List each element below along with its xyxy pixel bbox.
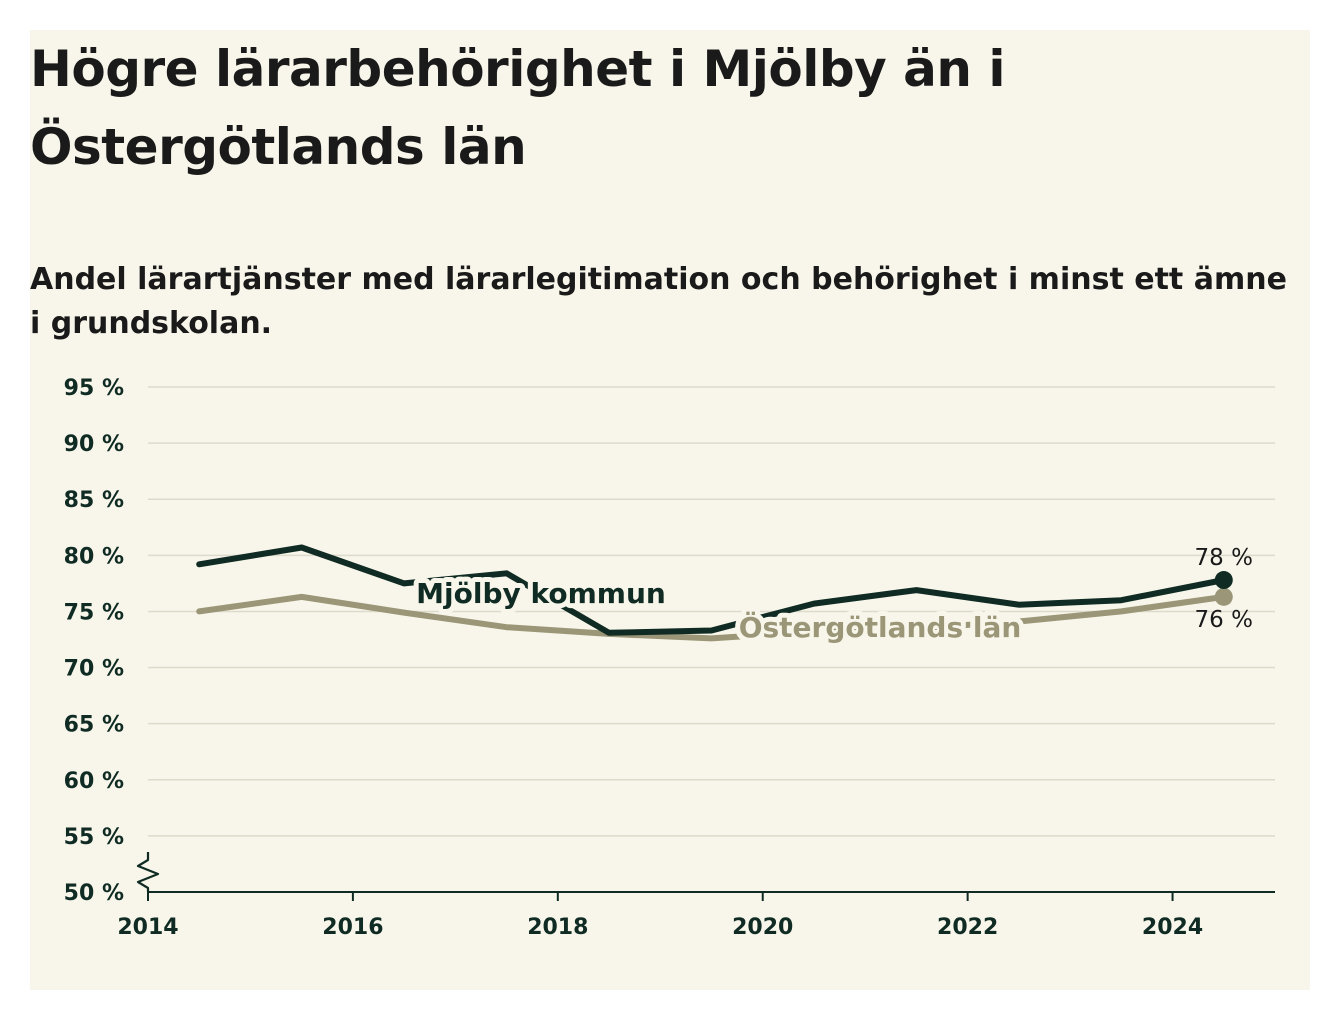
y-tick-label-75: 75 % [64, 600, 124, 625]
axis-break-icon [136, 852, 160, 892]
series-end-point-1 [1214, 587, 1233, 606]
x-tick-label-2024: 2024 [1142, 915, 1203, 940]
x-tick-label-2022: 2022 [937, 915, 998, 940]
series-line-1 [196, 593, 1227, 642]
end-value-label-mjolby: 78 % [1195, 545, 1253, 571]
series-label-ostergotland-halo: Östergötlands län [739, 610, 1022, 644]
chart-title: Högre lärarbehörighet i Mjölby än i Öste… [30, 40, 1006, 176]
x-tick-label-2020: 2020 [732, 915, 793, 940]
chart-subtitle: Andel lärartjänster med lärarlegitimatio… [30, 262, 1287, 341]
series-label-mjolby: Mjölby kommun [416, 577, 666, 610]
series-line-0 [196, 544, 1227, 636]
x-tick-label-2016: 2016 [322, 915, 383, 940]
y-tick-label-60: 60 % [64, 769, 124, 794]
y-tick-label-55: 55 % [64, 825, 124, 850]
x-tick-label-2014: 2014 [117, 915, 178, 940]
y-tick-label-85: 85 % [64, 488, 124, 513]
y-tick-label-70: 70 % [64, 657, 124, 682]
y-tick-label-80: 80 % [64, 544, 124, 569]
series-label-mjolby-halo: Mjölby kommun [416, 577, 666, 610]
chart-card: Högre lärarbehörighet i Mjölby än i Öste… [30, 30, 1310, 990]
series-label-ostergotland: Östergötlands län [739, 610, 1022, 644]
x-tick-label-2018: 2018 [527, 915, 588, 940]
y-tick-label-50: 50 % [64, 881, 124, 906]
end-value-label-ostergotland: 76 % [1195, 607, 1253, 633]
y-tick-label-90: 90 % [64, 432, 124, 457]
y-tick-label-65: 65 % [64, 713, 124, 738]
y-tick-label-95: 95 % [64, 376, 124, 401]
series-end-point-0 [1214, 571, 1233, 590]
